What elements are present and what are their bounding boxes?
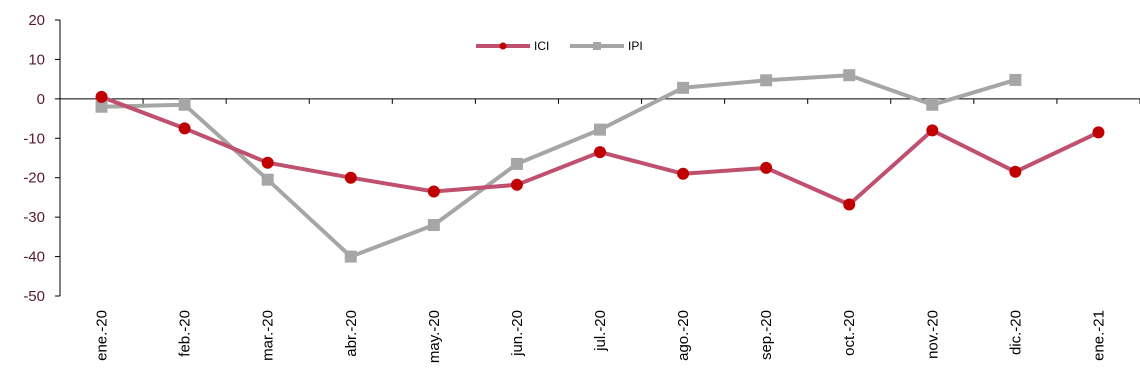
x-tick-label: nov.-20	[924, 310, 941, 359]
data-point-ici	[677, 167, 690, 180]
x-tick-label: sep.-20	[758, 310, 775, 360]
data-point-ipi	[1009, 73, 1022, 86]
data-point-ici	[843, 198, 856, 211]
data-point-ici	[261, 156, 274, 169]
x-tick-label: abr.-20	[343, 310, 360, 357]
data-point-ipi	[594, 123, 606, 136]
x-tick-label: ene.-20	[94, 310, 111, 361]
data-point-ici	[178, 122, 191, 135]
data-point-ici	[926, 124, 939, 137]
data-point-ipi	[510, 157, 523, 170]
data-point-ici	[427, 185, 440, 198]
data-point-ipi	[178, 98, 191, 111]
data-point-ipi	[344, 250, 357, 263]
y-tick-label: -50	[23, 288, 45, 305]
data-point-ici	[95, 90, 108, 103]
data-point-ici	[1009, 165, 1022, 178]
x-tick-label: oct.-20	[841, 310, 858, 356]
y-tick-label: -40	[23, 249, 45, 266]
data-point-ipi	[843, 69, 856, 82]
data-point-ipi	[926, 98, 939, 111]
data-point-ici	[594, 146, 606, 159]
series-markers	[95, 69, 1105, 263]
y-tick-label: -30	[23, 209, 45, 226]
data-point-ici	[344, 171, 357, 184]
data-point-ipi	[261, 173, 274, 186]
legend-label-ipi: IPI	[628, 39, 643, 53]
x-tick-label: jun.-20	[509, 310, 526, 357]
data-point-ici	[1092, 126, 1105, 139]
legend-label-ici: ICI	[534, 39, 549, 53]
x-tick-label: may.-20	[426, 310, 443, 363]
y-tick-label: 10	[28, 51, 45, 68]
data-point-ipi	[760, 74, 773, 87]
y-tick-labels: 20 10 0 -10 -20 -30 -40 -50	[23, 12, 45, 305]
y-tick-label: -10	[23, 130, 45, 147]
x-tick-label: mar.-20	[260, 310, 277, 361]
x-tick-label: jul.-20	[592, 310, 609, 352]
data-point-ipi	[677, 81, 690, 94]
legend-marker-ipi	[593, 42, 601, 50]
series-lines	[100, 73, 1100, 259]
y-tick-label: -20	[23, 170, 45, 187]
series-line-ipi	[101, 73, 1016, 259]
x-tick-label: dic.-20	[1007, 310, 1024, 355]
data-point-ipi	[95, 100, 108, 113]
x-tick-label: feb.-20	[177, 310, 194, 357]
data-point-ipi	[427, 219, 440, 232]
x-tick-labels: ene.-20 feb.-20 mar.-20 abr.-20 may.-20 jun.-…	[94, 310, 1108, 363]
y-tick-label: 20	[28, 12, 45, 29]
x-tick-label: ago.-20	[675, 310, 692, 361]
x-tick-label: ene.-21	[1090, 310, 1107, 361]
legend-marker-ici	[499, 42, 507, 50]
data-point-ici	[760, 161, 773, 174]
data-point-ici	[510, 178, 523, 191]
y-tick-label: 0	[37, 91, 45, 108]
axes	[55, 19, 1140, 297]
legend: ICI IPI	[476, 39, 643, 53]
